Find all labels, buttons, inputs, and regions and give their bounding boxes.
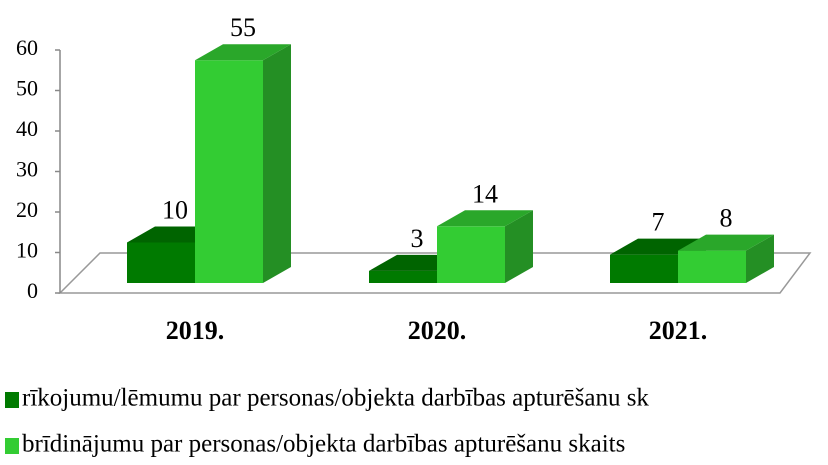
- bar: [678, 250, 746, 283]
- bar-top: [437, 210, 533, 227]
- y-tick-label: 40: [16, 116, 38, 141]
- bar-top: [678, 234, 774, 251]
- y-tick-label: 20: [16, 197, 38, 222]
- y-tick-label: 30: [16, 157, 38, 182]
- bar: [369, 270, 437, 283]
- data-label: 7: [652, 208, 665, 237]
- x-tick-label: 2020.: [408, 316, 467, 345]
- floor: [58, 252, 812, 294]
- legend-swatch: [5, 438, 19, 454]
- legend-label: brīdinājumu par personas/objekta darbība…: [22, 431, 625, 458]
- data-label: 55: [230, 13, 256, 42]
- y-tick-label: 60: [16, 35, 38, 60]
- x-tick-label: 2019.: [166, 316, 225, 345]
- bar: [437, 226, 505, 283]
- y-tick-label: 10: [16, 238, 38, 263]
- bar-top: [195, 44, 291, 61]
- bar-side: [746, 234, 774, 283]
- bar: [610, 254, 678, 283]
- bar: [195, 60, 263, 283]
- legend-swatch: [5, 392, 19, 408]
- x-tick-label: 2021.: [649, 316, 708, 345]
- data-label: 3: [411, 224, 424, 253]
- y-tick-label: 50: [16, 76, 38, 101]
- data-label: 10: [162, 195, 188, 224]
- data-label: 8: [720, 204, 733, 233]
- legend-label: rīkojumu/lēmumu par personas/objekta dar…: [22, 385, 649, 412]
- bar: [127, 242, 195, 283]
- bar-side: [505, 210, 533, 283]
- data-label: 14: [472, 179, 498, 208]
- y-tick-label: 0: [27, 278, 38, 303]
- bar-side: [263, 44, 291, 283]
